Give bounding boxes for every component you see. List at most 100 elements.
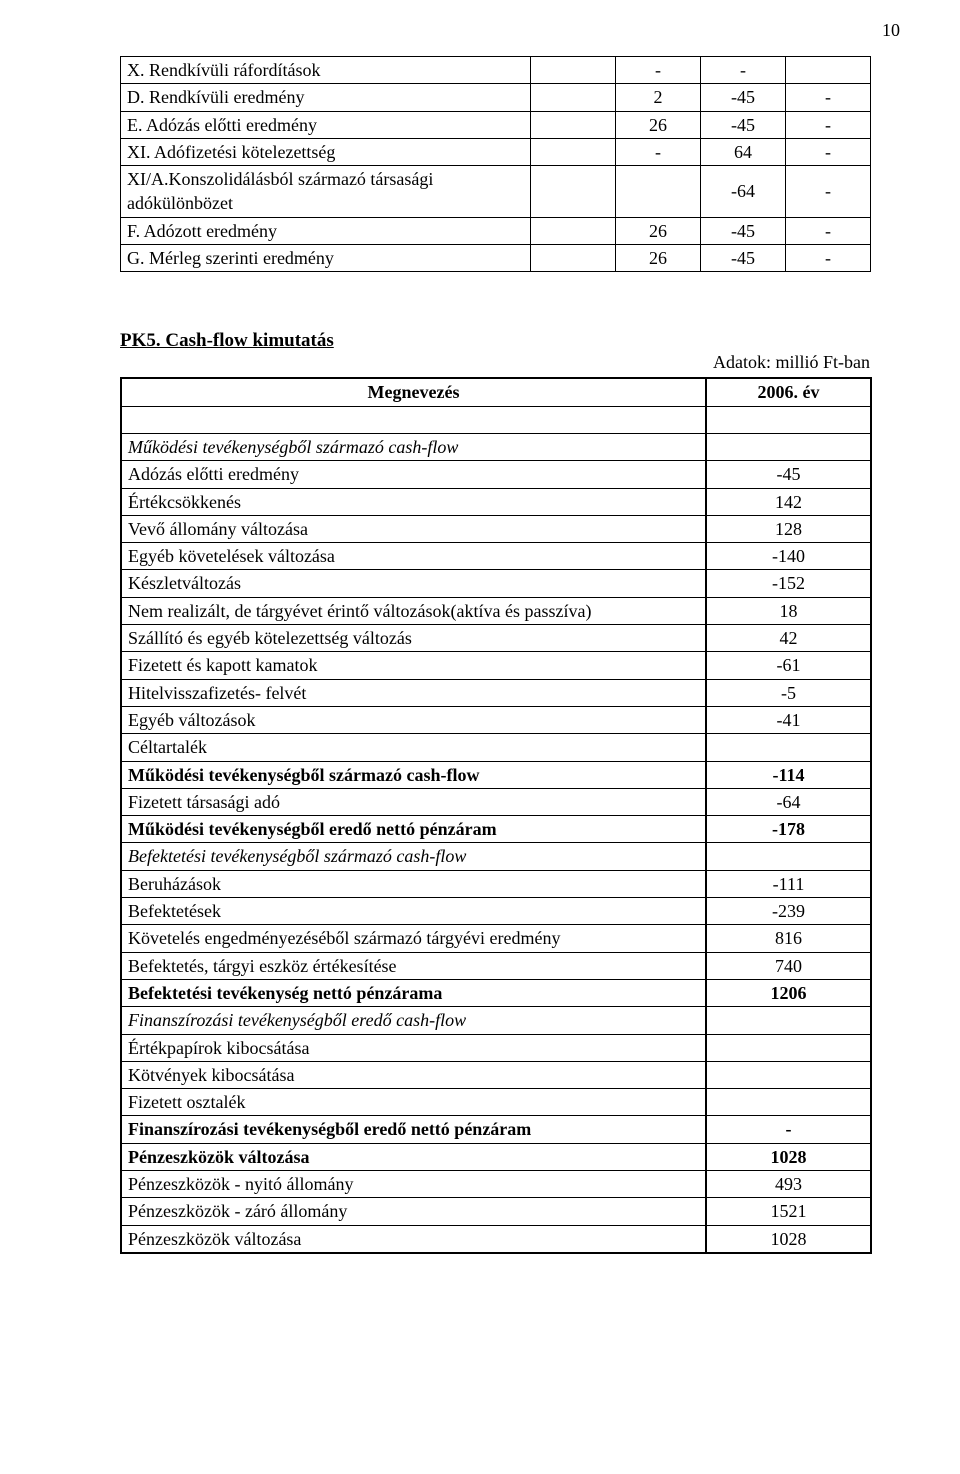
row-label: Készletváltozás xyxy=(121,570,706,597)
row-value: -64 xyxy=(706,788,871,815)
row-value: -61 xyxy=(706,652,871,679)
row-value: - xyxy=(786,217,871,244)
row-value: -45 xyxy=(701,84,786,111)
row-value: -64 xyxy=(701,166,786,218)
row-value: -114 xyxy=(706,761,871,788)
row-label: Vevő állomány változása xyxy=(121,515,706,542)
table-row: Szállító és egyéb kötelezettség változás… xyxy=(121,625,871,652)
row-value: 142 xyxy=(706,488,871,515)
row-label: Pénzeszközök változása xyxy=(121,1143,706,1170)
row-label: Működési tevékenységből eredő nettó pénz… xyxy=(121,816,706,843)
row-value: -5 xyxy=(706,679,871,706)
table-row: Egyéb változások-41 xyxy=(121,706,871,733)
row-value: -45 xyxy=(701,245,786,272)
row-label: Befektetések xyxy=(121,898,706,925)
table-row: Pénzeszközök - záró állomány1521 xyxy=(121,1198,871,1225)
row-value: - xyxy=(616,57,701,84)
row-value: 18 xyxy=(706,597,871,624)
row-value: -45 xyxy=(701,111,786,138)
row-value xyxy=(706,1089,871,1116)
row-label: Hitelvisszafizetés- felvét xyxy=(121,679,706,706)
table-row: Működési tevékenységből származó cash-fl… xyxy=(121,433,871,460)
row-value: -239 xyxy=(706,898,871,925)
row-label: Finanszírozási tevékenységből eredő nett… xyxy=(121,1116,706,1143)
row-value: -45 xyxy=(706,461,871,488)
table-row: Fizetett és kapott kamatok-61 xyxy=(121,652,871,679)
row-label: Működési tevékenységből származó cash-fl… xyxy=(121,433,706,460)
row-value xyxy=(706,1034,871,1061)
row-value xyxy=(706,843,871,870)
row-label: Kötvények kibocsátása xyxy=(121,1061,706,1088)
table-row: Vevő állomány változása128 xyxy=(121,515,871,542)
row-value: - xyxy=(706,1116,871,1143)
row-value xyxy=(531,217,616,244)
row-label: Befektetés, tárgyi eszköz értékesítése xyxy=(121,952,706,979)
row-value: 26 xyxy=(616,111,701,138)
table-row: F. Adózott eredmény26-45- xyxy=(121,217,871,244)
row-value xyxy=(531,245,616,272)
row-label: Szállító és egyéb kötelezettség változás xyxy=(121,625,706,652)
row-label: Nem realizált, de tárgyévet érintő válto… xyxy=(121,597,706,624)
row-value: 1028 xyxy=(706,1143,871,1170)
table-row: Kötvények kibocsátása xyxy=(121,1061,871,1088)
row-label: Pénzeszközök változása xyxy=(121,1225,706,1253)
table-row: Pénzeszközök változása1028 xyxy=(121,1225,871,1253)
row-label: Egyéb követelések változása xyxy=(121,543,706,570)
row-label: F. Adózott eredmény xyxy=(121,217,531,244)
row-value: - xyxy=(786,245,871,272)
page: 10 X. Rendkívüli ráfordítások--D. Rendkí… xyxy=(0,0,960,1474)
column-header-right: 2006. év xyxy=(706,378,871,406)
table-row: Értékpapírok kibocsátása xyxy=(121,1034,871,1061)
row-value: 2 xyxy=(616,84,701,111)
row-value xyxy=(706,734,871,761)
row-value xyxy=(706,1007,871,1034)
row-label: Értékcsökkenés xyxy=(121,488,706,515)
row-value xyxy=(706,433,871,460)
row-label: Követelés engedményezéséből származó tár… xyxy=(121,925,706,952)
row-label: Céltartalék xyxy=(121,734,706,761)
table-row: Adózás előtti eredmény-45 xyxy=(121,461,871,488)
page-number: 10 xyxy=(882,20,900,41)
table-row: Hitelvisszafizetés- felvét-5 xyxy=(121,679,871,706)
table-row: Finanszírozási tevékenységből eredő nett… xyxy=(121,1116,871,1143)
pk5-heading-block: PK5. Cash-flow kimutatás Adatok: millió … xyxy=(120,330,870,373)
row-value: 26 xyxy=(616,217,701,244)
row-label: Beruházások xyxy=(121,870,706,897)
row-value: 128 xyxy=(706,515,871,542)
table-row: Befektetési tevékenység nettó pénzárama1… xyxy=(121,979,871,1006)
column-header-left: Megnevezés xyxy=(121,378,706,406)
row-value: 740 xyxy=(706,952,871,979)
table-1: X. Rendkívüli ráfordítások--D. Rendkívül… xyxy=(120,56,871,272)
table-row: Működési tevékenységből eredő nettó pénz… xyxy=(121,816,871,843)
row-value xyxy=(531,111,616,138)
table-row: Pénzeszközök - nyitó állomány493 xyxy=(121,1170,871,1197)
row-value: 26 xyxy=(616,245,701,272)
row-value: - xyxy=(786,111,871,138)
table-row: D. Rendkívüli eredmény 2-45- xyxy=(121,84,871,111)
spacer-row xyxy=(121,406,871,433)
table-row: XI. Adófizetési kötelezettség-64- xyxy=(121,138,871,165)
row-value xyxy=(786,57,871,84)
row-value: 1028 xyxy=(706,1225,871,1253)
row-label: Fizetett és kapott kamatok xyxy=(121,652,706,679)
table-row: E. Adózás előtti eredmény26-45- xyxy=(121,111,871,138)
row-value: - xyxy=(786,84,871,111)
table-row: Fizetett társasági adó-64 xyxy=(121,788,871,815)
row-label: Fizetett társasági adó xyxy=(121,788,706,815)
row-value: 64 xyxy=(701,138,786,165)
row-label: D. Rendkívüli eredmény xyxy=(121,84,531,111)
row-value xyxy=(531,138,616,165)
table-row: Követelés engedményezéséből származó tár… xyxy=(121,925,871,952)
row-label: G. Mérleg szerinti eredmény xyxy=(121,245,531,272)
table-header-row: Megnevezés2006. év xyxy=(121,378,871,406)
table-row: Értékcsökkenés142 xyxy=(121,488,871,515)
row-label: Pénzeszközök - nyitó állomány xyxy=(121,1170,706,1197)
table-row: Működési tevékenységből származó cash-fl… xyxy=(121,761,871,788)
row-value: - xyxy=(786,138,871,165)
row-value: 1521 xyxy=(706,1198,871,1225)
row-label: Befektetési tevékenység nettó pénzárama xyxy=(121,979,706,1006)
table-row: Egyéb követelések változása-140 xyxy=(121,543,871,570)
row-value: 816 xyxy=(706,925,871,952)
table-row: Készletváltozás-152 xyxy=(121,570,871,597)
row-label: Adózás előtti eredmény xyxy=(121,461,706,488)
